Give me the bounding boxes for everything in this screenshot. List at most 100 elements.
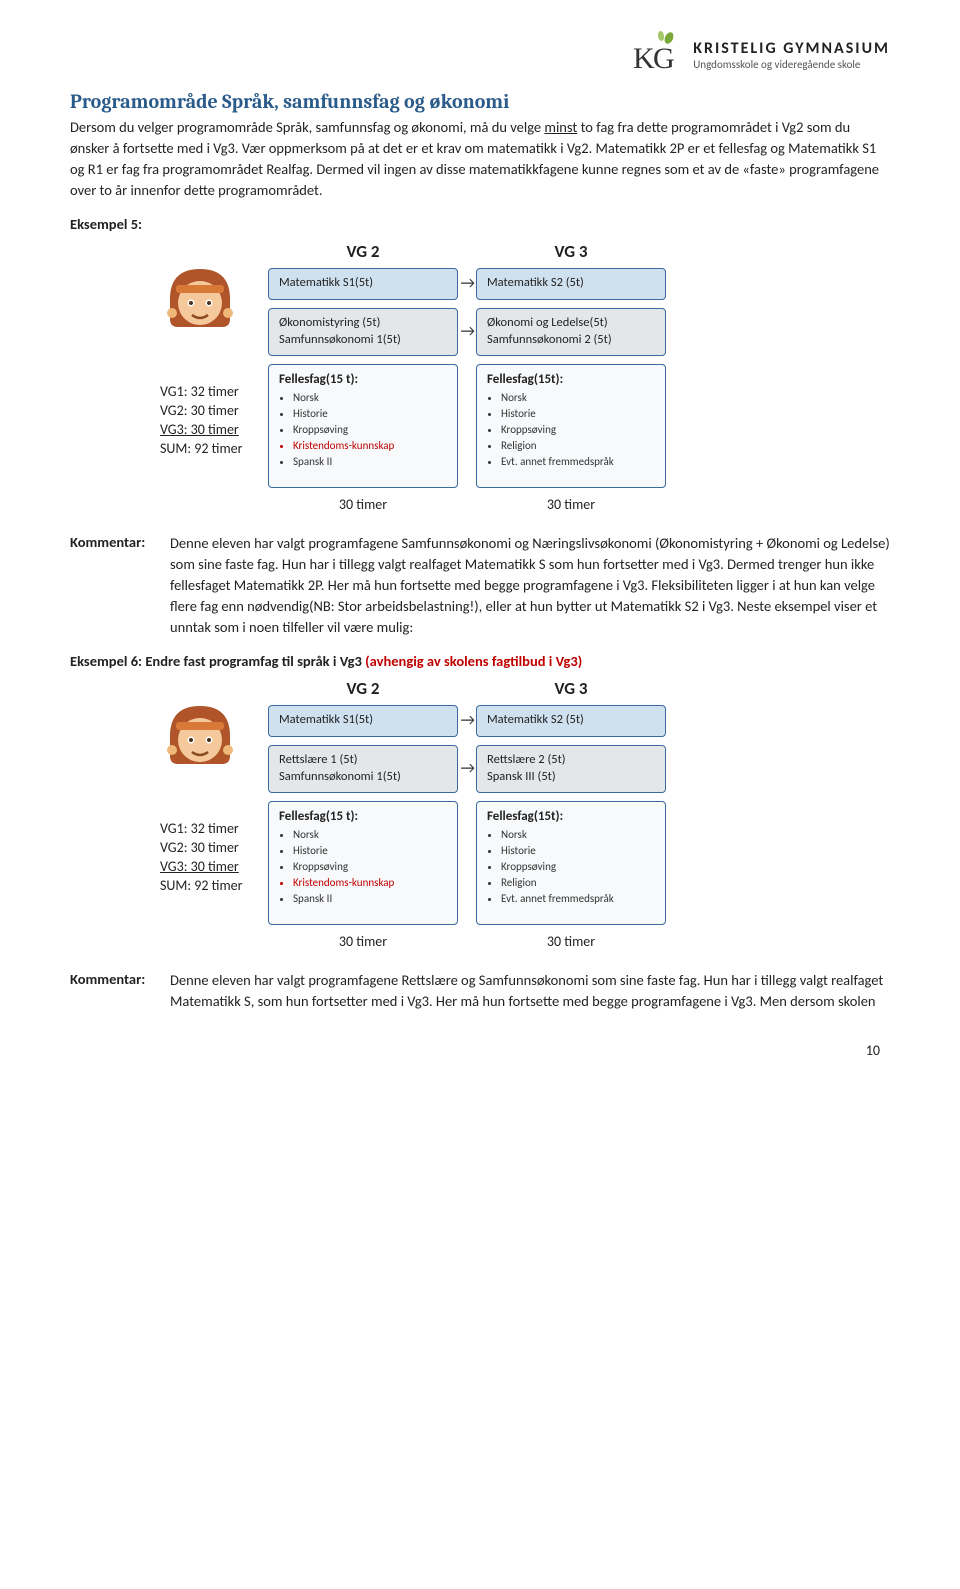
vg3-box-math: Matematikk S2 (5t) <box>476 705 666 737</box>
arrow-icon: → <box>461 321 475 343</box>
avatar-col: VG1: 32 timer VG2: 30 timer VG3: 30 time… <box>160 678 250 896</box>
school-name: KRISTELIG GYMNASIUM <box>693 39 890 58</box>
vg3-hours: 30 timer <box>476 496 666 513</box>
vg2-box-math: Matematikk S1(5t) → <box>268 268 458 300</box>
vg3-box-program: Økonomi og Ledelse(5t) Samfunnsøkonomi 2… <box>476 308 666 356</box>
vg2-box2b: Samfunnsøkonomi 1(5t) <box>279 769 447 786</box>
vg2-felles-list: Norsk Historie Kroppsøving Kristendoms-k… <box>279 828 447 906</box>
example-6-label: Eksempel 6: Endre fast programfag til sp… <box>70 652 890 670</box>
diagram-example-5: VG1: 32 timer VG2: 30 timer VG3: 30 time… <box>160 241 890 513</box>
felles-item: Historie <box>293 407 447 422</box>
hours-vg1: VG1: 32 timer <box>160 820 250 839</box>
ex6-label-red: (avhengig av skolens fagtilbud i Vg3) <box>365 652 582 670</box>
vg3-felles-box: Fellesfag(15t): Norsk Historie Kroppsøvi… <box>476 364 666 488</box>
vg3-box-program: Rettslære 2 (5t) Spansk III (5t) <box>476 745 666 793</box>
vg2-felles-box: Fellesfag(15 t): Norsk Historie Kroppsøv… <box>268 364 458 488</box>
vg3-box2b: Samfunnsøkonomi 2 (5t) <box>487 332 655 349</box>
page-content: K G KRISTELIG GYMNASIUM Ungdomsskole og … <box>0 0 960 1099</box>
felles-item: Kroppsøving <box>501 423 655 438</box>
student-avatar-icon <box>160 696 240 776</box>
hours-vg2: VG2: 30 timer <box>160 402 250 421</box>
kommentar-6: Kommentar: Denne eleven har valgt progra… <box>70 970 890 1012</box>
page-number: 10 <box>70 1042 890 1059</box>
vg2-box-program: Økonomistyring (5t) Samfunnsøkonomi 1(5t… <box>268 308 458 356</box>
vg3-felles-box: Fellesfag(15t): Norsk Historie Kroppsøvi… <box>476 801 666 925</box>
vg3-felles-title: Fellesfag(15t): <box>487 371 655 389</box>
vg3-felles-list: Norsk Historie Kroppsøving Religion Evt.… <box>487 828 655 906</box>
vg2-box2a: Økonomistyring (5t) <box>279 315 447 332</box>
vg2-felles-box: Fellesfag(15 t): Norsk Historie Kroppsøv… <box>268 801 458 925</box>
felles-item: Historie <box>293 844 447 859</box>
felles-item: Historie <box>501 844 655 859</box>
felles-item: Religion <box>501 439 655 454</box>
arrow-icon: → <box>461 273 475 295</box>
vg3-felles-list: Norsk Historie Kroppsøving Religion Evt.… <box>487 391 655 469</box>
vg3-box2a: Rettslære 2 (5t) <box>487 752 655 769</box>
vg2-felles-title: Fellesfag(15 t): <box>279 808 447 826</box>
felles-item: Kroppsøving <box>293 860 447 875</box>
logo-block: K G KRISTELIG GYMNASIUM Ungdomsskole og … <box>631 30 890 80</box>
intro-text-a: Dersom du velger programområde Språk, sa… <box>70 118 544 136</box>
vg2-box-math: Matematikk S1(5t) → <box>268 705 458 737</box>
vg2-head: VG 2 <box>268 241 458 262</box>
vg2-box1-text: Matematikk S1(5t) <box>279 712 373 727</box>
vg3-box2b: Spansk III (5t) <box>487 769 655 786</box>
student-avatar-icon <box>160 259 240 339</box>
kommentar-5: Kommentar: Denne eleven har valgt progra… <box>70 533 890 638</box>
kommentar-text: Denne eleven har valgt programfagene Ret… <box>170 970 890 1012</box>
school-subtitle: Ungdomsskole og videregående skole <box>693 58 890 71</box>
felles-item: Evt. annet fremmedspråk <box>501 892 655 907</box>
hours-vg1: VG1: 32 timer <box>160 383 250 402</box>
intro-underline: minst <box>544 118 577 136</box>
hours-vg3: VG3: 30 timer <box>160 421 250 440</box>
vg2-box1-text: Matematikk S1(5t) <box>279 275 373 290</box>
example-5-label: Eksempel 5: <box>70 215 890 233</box>
kommentar-text: Denne eleven har valgt programfagene Sam… <box>170 533 890 638</box>
vg3-head: VG 3 <box>476 241 666 262</box>
intro-paragraph: Dersom du velger programområde Språk, sa… <box>70 117 890 201</box>
section-heading: Programområde Språk, samfunnsfag og økon… <box>70 90 890 113</box>
kommentar-label: Kommentar: <box>70 533 160 638</box>
vg3-box1-text: Matematikk S2 (5t) <box>487 712 584 727</box>
vg2-column: VG 2 Matematikk S1(5t) → Økonomistyring … <box>268 241 458 513</box>
felles-item: Norsk <box>293 828 447 843</box>
vg2-head: VG 2 <box>268 678 458 699</box>
felles-item: Spansk II <box>293 892 447 907</box>
ex6-label-a: Eksempel 6: Endre fast programfag til sp… <box>70 652 365 670</box>
hours-summary: VG1: 32 timer VG2: 30 timer VG3: 30 time… <box>160 383 250 459</box>
vg3-box2a: Økonomi og Ledelse(5t) <box>487 315 655 332</box>
vg2-felles-list: Norsk Historie Kroppsøving Kristendoms-k… <box>279 391 447 469</box>
felles-item: Evt. annet fremmedspråk <box>501 455 655 470</box>
vg3-column: VG 3 Matematikk S2 (5t) Rettslære 2 (5t)… <box>476 678 666 950</box>
arrow-icon: → <box>461 710 475 732</box>
vg3-felles-title: Fellesfag(15t): <box>487 808 655 826</box>
diagram-example-6: VG1: 32 timer VG2: 30 timer VG3: 30 time… <box>160 678 890 950</box>
svg-text:G: G <box>653 42 675 75</box>
felles-item: Religion <box>501 876 655 891</box>
vg3-box1-text: Matematikk S2 (5t) <box>487 275 584 290</box>
felles-item: Norsk <box>501 391 655 406</box>
hours-sum: SUM: 92 timer <box>160 877 250 896</box>
vg2-box-program: Rettslære 1 (5t) Samfunnsøkonomi 1(5t) → <box>268 745 458 793</box>
felles-item: Historie <box>501 407 655 422</box>
vg2-hours: 30 timer <box>268 933 458 950</box>
kommentar-label: Kommentar: <box>70 970 160 1012</box>
felles-item: Norsk <box>501 828 655 843</box>
hours-vg3: VG3: 30 timer <box>160 858 250 877</box>
vg3-head: VG 3 <box>476 678 666 699</box>
felles-item-red: Kristendoms-kunnskap <box>293 876 447 891</box>
felles-item: Kroppsøving <box>293 423 447 438</box>
vg3-box-math: Matematikk S2 (5t) <box>476 268 666 300</box>
vg2-column: VG 2 Matematikk S1(5t) → Rettslære 1 (5t… <box>268 678 458 950</box>
vg2-felles-title: Fellesfag(15 t): <box>279 371 447 389</box>
vg3-hours: 30 timer <box>476 933 666 950</box>
vg2-hours: 30 timer <box>268 496 458 513</box>
vg2-box2b: Samfunnsøkonomi 1(5t) <box>279 332 447 349</box>
vg3-column: VG 3 Matematikk S2 (5t) Økonomi og Ledel… <box>476 241 666 513</box>
svg-text:K: K <box>633 42 655 75</box>
page-header: K G KRISTELIG GYMNASIUM Ungdomsskole og … <box>70 30 890 80</box>
felles-item: Kroppsøving <box>501 860 655 875</box>
hours-sum: SUM: 92 timer <box>160 440 250 459</box>
kg-logo-icon: K G <box>631 30 681 80</box>
hours-vg2: VG2: 30 timer <box>160 839 250 858</box>
